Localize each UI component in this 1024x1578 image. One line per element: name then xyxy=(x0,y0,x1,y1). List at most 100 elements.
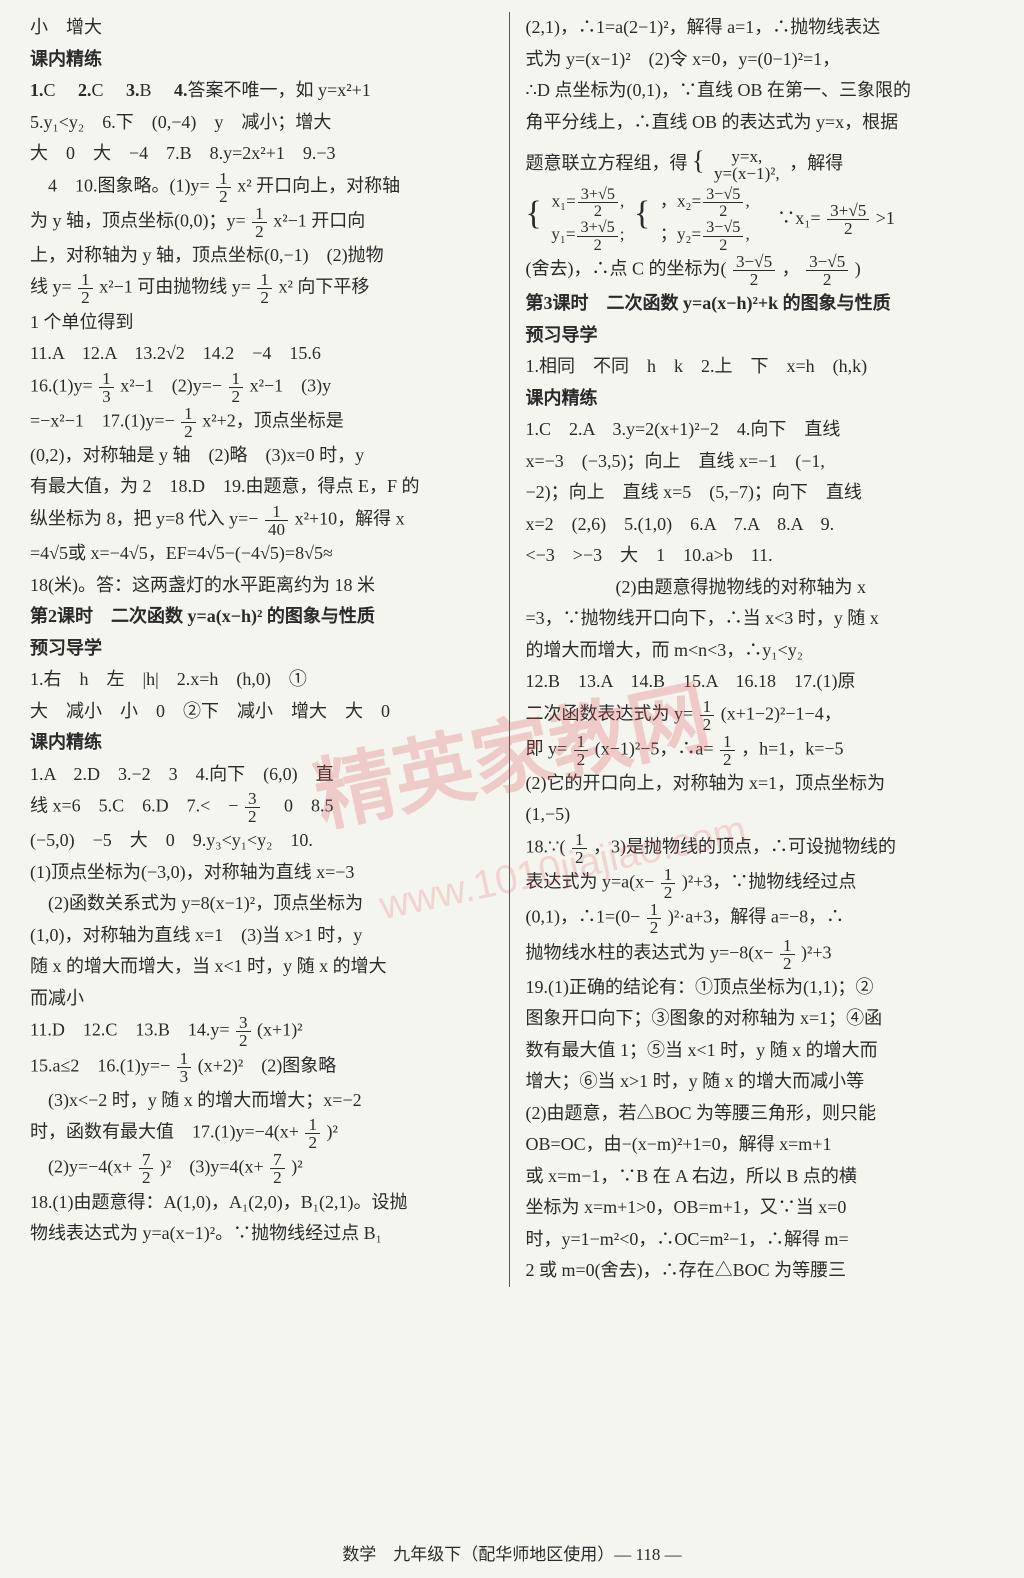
page-container: 小 增大 课内精练 1.C 2.C 3.B 4.答案不唯一，如 y=x²+1 5… xyxy=(20,12,1004,1287)
text-line: 15.a≤2 16.(1)y=− 13 (x+2)² (2)图象略 xyxy=(30,1050,499,1085)
fraction: 12 xyxy=(305,1116,320,1151)
text-line: 上，对称轴为 y 轴，顶点坐标(0,−1) (2)抛物 xyxy=(30,240,499,272)
text-line: 为 y 轴，顶点坐标(0,0)；y= 12 x²−1 开口向 xyxy=(30,205,499,240)
text: (x+2)² (2)图象略 xyxy=(198,1055,337,1075)
text-line: (1,−5) xyxy=(526,799,995,831)
text-line: <−3 >−3 大 1 10.a>b 11. xyxy=(526,540,995,572)
text: ∵x₁= xyxy=(759,208,820,228)
text: 题意联立方程组，得 xyxy=(526,153,693,173)
fraction: 12 xyxy=(78,271,93,306)
text-line: 大 0 大 −4 7.B 8.y=2x²+1 9.−3 xyxy=(30,138,499,170)
text: (x+1−2)²−1−4， xyxy=(721,703,842,723)
text: 纵坐标为 8，把 y=8 代入 y=− xyxy=(30,509,258,529)
text: 18.∵( xyxy=(526,837,566,857)
text-line: 数有最大值 1；⑤当 x<1 时，y 随 x 的增大而 xyxy=(526,1035,995,1067)
text-line: x=2 (2,6) 5.(1,0) 6.A 7.A 8.A 9. xyxy=(526,509,995,541)
fraction: 12 xyxy=(181,405,196,440)
fraction: 3−√52 xyxy=(733,253,775,288)
text-line: (2)函数关系式为 y=8(x−1)²，顶点坐标为 xyxy=(30,888,499,920)
text-line: (舍去)，∴点 C 的坐标为( 3−√52 ， 3−√52 ) xyxy=(526,253,995,288)
fraction: 12 xyxy=(257,271,272,306)
text: 抛物线水柱的表达式为 y=−8(x− xyxy=(526,942,774,962)
text-line: 时，y=1−m²<0，∴OC=m²−1，∴解得 m= xyxy=(526,1224,995,1256)
text-line: x=−3 (−3,5)；向上 直线 x=−1 (−1, xyxy=(526,446,995,478)
text-line: 4 10.图象略。(1)y= 12 x² 开口向上，对称轴 xyxy=(30,170,499,205)
text-line: (3)x<−2 时，y 随 x 的增大而增大；x=−2 xyxy=(30,1085,499,1117)
text: (舍去)，∴点 C 的坐标为( xyxy=(526,259,727,279)
text: )² xyxy=(291,1157,302,1177)
text-line: 物线表达式为 y=a(x−1)²。∵抛物线经过点 B₁ xyxy=(30,1218,499,1250)
text-line: (2)由题意，若△BOC 为等腰三角形，则只能 xyxy=(526,1098,995,1130)
text: 4 10.图象略。(1)y= xyxy=(30,175,210,195)
text-line: 5.y₁<y₂ 6.下 (0,−4) y 减小；增大 xyxy=(30,107,499,139)
text: ，解得 xyxy=(789,153,843,173)
ans: C xyxy=(92,80,122,100)
section-heading: 预习导学 xyxy=(526,320,995,352)
text-line: 增大；⑥当 x>1 时，y 随 x 的增大而减小等 xyxy=(526,1066,995,1098)
text: 0 8.5 xyxy=(266,796,334,816)
fraction: 32 xyxy=(245,790,260,825)
fraction: 12 xyxy=(700,698,715,733)
text-line: (1,0)，对称轴为直线 x=1 (3)当 x>1 时，y xyxy=(30,920,499,952)
text: x² 开口向上，对称轴 xyxy=(237,175,400,195)
text: ) xyxy=(855,259,861,279)
text-line: (1)顶点坐标为(−3,0)，对称轴为直线 x=−3 xyxy=(30,857,499,889)
text-line: 或 x=m−1，∵B 在 A 右边，所以 B 点的横 xyxy=(526,1161,995,1193)
text: 16.(1)y= xyxy=(30,375,93,395)
right-column: (2,1)，∴1=a(2−1)²，解得 a=1，∴抛物线表达 式为 y=(x−1… xyxy=(510,12,1005,1287)
text-line: (2)y=−4(x+ 72 )² (3)y=4(x+ 72 )² xyxy=(30,1151,499,1186)
text: 表达式为 y=a(x− xyxy=(526,872,655,892)
text-line: (0,2)，对称轴是 y 轴 (2)略 (3)x=0 时，y xyxy=(30,440,499,472)
text-line: 1.右 h 左 |h| 2.x=h (h,0) ① xyxy=(30,664,499,696)
text: ， xyxy=(782,259,800,279)
text: >1 xyxy=(876,208,895,228)
brace-icon: { xyxy=(634,195,650,232)
text-line: 的增大而增大，而 m<n<3，∴y₁<y₂ xyxy=(526,635,995,667)
text-line: 题意联立方程组，得 { y=x,y=(x−1)², ，解得 xyxy=(526,138,995,184)
fraction: 12 xyxy=(572,831,587,866)
text: 11.D 12.C 13.B 14.y= xyxy=(30,1020,230,1040)
text-line: 即 y= 12 (x−1)²−5，∴a= 12 ，h=1，k=−5 xyxy=(526,733,995,768)
text-line: 16.(1)y= 13 x²−1 (2)y=− 12 x²−1 (3)y xyxy=(30,370,499,405)
text: )²·a+3，解得 a=−8，∴ xyxy=(668,907,844,927)
text: 时，函数有最大值 17.(1)y=−4(x+ xyxy=(30,1122,299,1142)
fraction: 13 xyxy=(99,370,114,405)
text-line: 大 减小 小 0 ②下 减小 增大 大 0 xyxy=(30,696,499,728)
text: ，h=1，k=−5 xyxy=(741,738,843,758)
fraction: 72 xyxy=(270,1151,285,1186)
section-heading: 第3课时 二次函数 y=a(x−h)²+k 的图象与性质 xyxy=(526,288,995,320)
text-line: 11.A 12.A 13.2√2 14.2 −4 15.6 xyxy=(30,338,499,370)
text-line: 角平分线上，∴直线 OB 的表达式为 y=x，根据 xyxy=(526,107,995,139)
text-line: 1.C 2.C 3.B 4.答案不唯一，如 y=x²+1 xyxy=(30,75,499,107)
text: (0,1)，∴1=(0− xyxy=(526,907,641,927)
text: 为 y 轴，顶点坐标(0,0)；y= xyxy=(30,210,246,230)
text-line: 18.∵( 12 ，3)是抛物线的顶点，∴可设抛物线的 xyxy=(526,831,995,866)
text: x²+10，解得 x xyxy=(295,509,405,529)
text-line: =4√5或 x=−4√5，EF=4√5−(−4√5)=8√5≈ xyxy=(30,538,499,570)
text-line: 1 个单位得到 xyxy=(30,307,499,339)
text-line: 而减小 xyxy=(30,983,499,1015)
section-heading: 课内精练 xyxy=(526,383,995,415)
text-line: 有最大值，为 2 18.D 19.由题意，得点 E，F 的 xyxy=(30,471,499,503)
text: 15.a≤2 16.(1)y=− xyxy=(30,1055,170,1075)
text-line: 12.B 13.A 14.B 15.A 16.18 17.(1)原 xyxy=(526,666,995,698)
text: 二次函数表达式为 y= xyxy=(526,703,694,723)
item-num: 1. xyxy=(30,80,44,100)
text: 线 x=6 5.C 6.D 7.< − xyxy=(30,796,238,816)
fraction: 72 xyxy=(139,1151,154,1186)
item-num: 3. xyxy=(126,80,140,100)
text: )²+3，∵抛物线经过点 xyxy=(682,872,857,892)
text-line: 时，函数有最大值 17.(1)y=−4(x+ 12 )² xyxy=(30,1116,499,1151)
text: (x+1)² xyxy=(257,1020,303,1040)
fraction: 12 xyxy=(574,733,589,768)
text-line: 19.(1)正确的结论有：①顶点坐标为(1,1)；② xyxy=(526,972,995,1004)
item-num: 2. xyxy=(78,80,92,100)
text: (2)y=−4(x+ xyxy=(30,1157,132,1177)
text-line: ∴D 点坐标为(0,1)，∵直线 OB 在第一、三象限的 xyxy=(526,75,995,107)
fraction: 12 xyxy=(647,901,662,936)
fraction: 12 xyxy=(780,937,795,972)
text: =−x²−1 17.(1)y=− xyxy=(30,410,175,430)
text: x²−1 (2)y=− xyxy=(120,375,222,395)
text-line: OB=OC，由−(x−m)²+1=0，解得 x=m+1 xyxy=(526,1129,995,1161)
text: 线 y= xyxy=(30,277,72,297)
